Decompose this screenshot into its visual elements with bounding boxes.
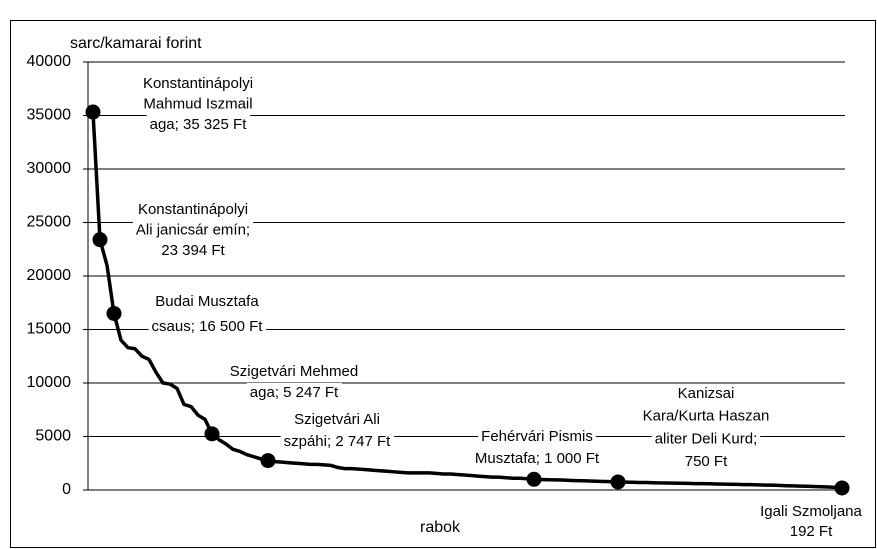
annotation-line: szpáhi; 2 747 Ft <box>284 433 392 450</box>
annotation-line: Szigetvári Mehmed <box>230 363 358 380</box>
point-marker <box>526 471 542 487</box>
y-tick-label: 40000 <box>27 53 72 70</box>
annotation-bg <box>786 521 837 541</box>
annotation-bg <box>139 73 257 93</box>
annotation-line: Konstantinápolyi <box>143 75 253 92</box>
y-tick-label: 20000 <box>27 267 72 284</box>
annotation-line: Budai Musztafa <box>155 293 259 310</box>
annotation-bg <box>757 501 866 521</box>
annotation-bg <box>471 448 603 468</box>
annotation-bg <box>478 426 596 446</box>
y-tick-label: 25000 <box>27 214 72 231</box>
y-tick-label: 10000 <box>27 374 72 391</box>
point-marker <box>834 480 850 496</box>
annotation-line: 750 Ft <box>685 453 728 470</box>
annotation-line: Szigetvári Ali <box>294 411 380 428</box>
point-marker <box>260 453 276 469</box>
y-tick-label: 5000 <box>35 428 71 445</box>
annotation-line: Ali janicsár emín; <box>136 221 250 238</box>
y-tick-label: 15000 <box>27 321 72 338</box>
point-marker <box>204 426 220 442</box>
point-marker <box>85 104 101 120</box>
annotation-line: aga; 35 325 Ft <box>150 116 248 133</box>
annotation-line: Fehérvári Pismis <box>481 428 593 445</box>
annotation-line: csaus; 16 500 Ft <box>152 318 264 335</box>
annotation-bg <box>134 199 252 219</box>
y-axis-title: sarc/kamarai forint <box>70 35 202 52</box>
annotation-bg <box>280 431 395 451</box>
annotation-bg <box>132 220 254 240</box>
annotation-line: Kanizsai <box>678 385 735 402</box>
annotation-bg <box>681 452 732 472</box>
y-tick-label: 0 <box>62 481 71 498</box>
annotation-bg <box>226 361 362 381</box>
annotation-line: Musztafa; 1 000 Ft <box>475 450 600 467</box>
point-marker <box>610 474 626 490</box>
x-axis-title: rabok <box>420 519 461 536</box>
annotation-line: Mahmud Iszmail <box>143 95 252 112</box>
annotation-bg <box>674 383 738 403</box>
annotation-line: 192 Ft <box>790 523 833 540</box>
series-line <box>91 111 843 490</box>
annotation-bg <box>148 316 267 336</box>
annotation-bg <box>146 114 251 134</box>
annotation-line: Kara/Kurta Haszan <box>643 408 770 425</box>
annotation-line: aga; 5 247 Ft <box>250 384 339 401</box>
annotation-line: aliter Deli Kurd; <box>655 430 758 447</box>
frame <box>10 20 876 548</box>
annotation-bg <box>140 94 256 114</box>
y-tick-label: 30000 <box>27 160 72 177</box>
annotation-bg <box>152 291 263 311</box>
point-marker <box>106 305 122 321</box>
annotation-line: 23 394 Ft <box>161 242 225 259</box>
annotation-bg <box>158 240 229 260</box>
annotations: Konstantinápolyi Mahmud Iszmail aga; 35 32… <box>132 73 866 541</box>
point-marker <box>92 232 108 248</box>
y-tick-label: 35000 <box>27 107 72 124</box>
annotation-bg <box>246 382 343 402</box>
annotation-line: Konstantinápolyi <box>138 201 248 218</box>
annotation-bg <box>651 429 761 449</box>
annotation-bg <box>639 406 773 426</box>
annotation-bg <box>291 409 383 429</box>
annotation-line: Igali Szmoljana <box>760 503 862 520</box>
